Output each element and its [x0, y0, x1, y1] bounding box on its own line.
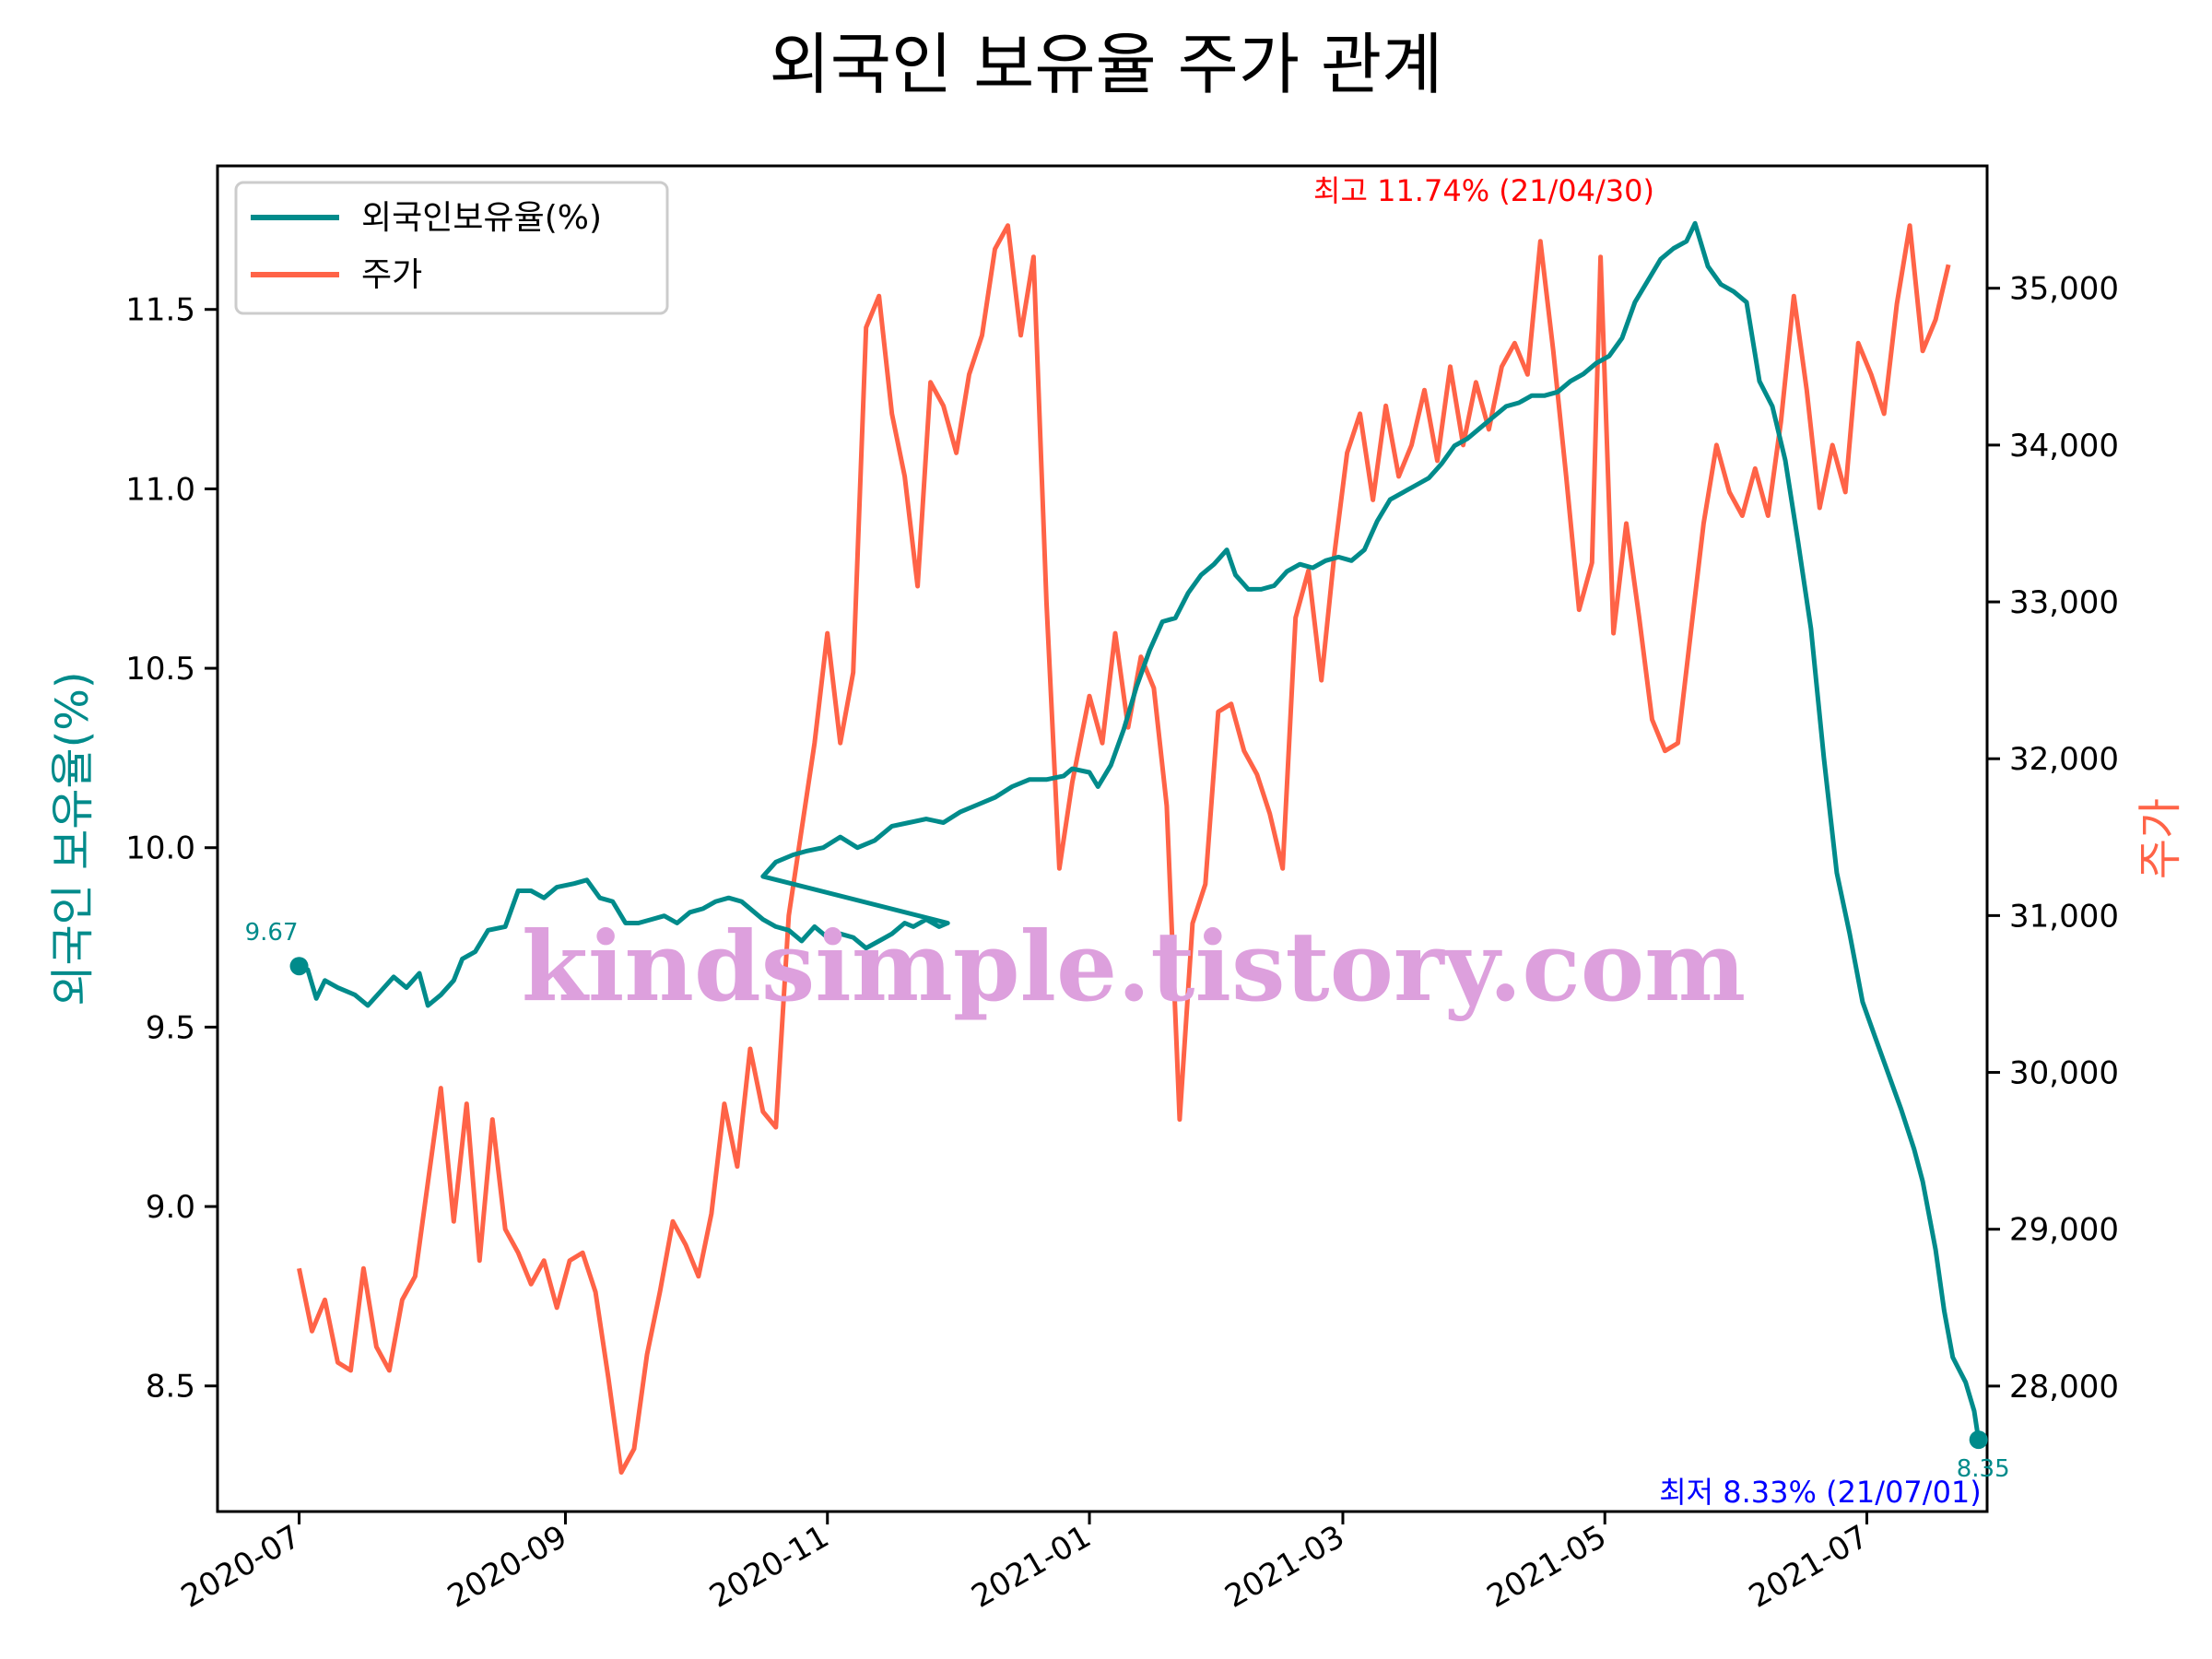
y-left-tick-label: 9.0 — [146, 1189, 195, 1226]
y-left-tick-label: 10.0 — [125, 830, 195, 867]
x-tick-label: 2021-07 — [1743, 1518, 1875, 1616]
series-line-price — [297, 223, 1951, 1475]
start-point-marker — [289, 957, 309, 976]
y-left-tick-label: 9.5 — [146, 1009, 195, 1046]
chart-title: 외국인 보유율 주가 관계 — [769, 26, 1442, 103]
x-tick-label: 2020-09 — [441, 1518, 573, 1616]
x-tick-label: 2021-03 — [1218, 1518, 1350, 1616]
y-right-tick-label: 33,000 — [2009, 584, 2119, 621]
min-annotation: 최저 8.33% (21/07/01) — [1659, 1475, 1982, 1510]
y-left-tick-label: 10.5 — [125, 651, 195, 688]
y-axis-right: 28,000 29,000 30,000 31,000 32,000 33,000 34,0… — [1987, 271, 2119, 1406]
series-layer — [297, 220, 1982, 1475]
start-value-label: 9.67 — [245, 919, 299, 947]
annotations: 9.67 8.35 최고 11.74% (21/04/30) 최저 8.33% … — [245, 173, 2010, 1510]
y-right-tick-label: 32,000 — [2009, 741, 2119, 778]
y-left-tick-label: 8.5 — [146, 1369, 195, 1406]
x-tick-label: 2020-11 — [703, 1518, 835, 1616]
y-left-tick-label: 11.0 — [125, 471, 195, 508]
y-right-tick-label: 28,000 — [2009, 1369, 2119, 1406]
y-right-tick-label: 34,000 — [2009, 428, 2119, 465]
end-value-label: 8.35 — [1957, 1455, 2010, 1483]
plot-frame — [216, 164, 1989, 1513]
watermark-text: kindsimple.tistory.com — [522, 910, 1746, 1023]
y-axis-left-label: 외국인 보유율(%) — [47, 671, 99, 1006]
y-right-tick-label: 29,000 — [2009, 1212, 2119, 1249]
series-line-ratio — [298, 220, 1982, 1441]
end-point-marker — [1969, 1430, 1988, 1450]
y-right-tick-label: 31,000 — [2009, 898, 2119, 935]
legend-label-price: 주가 — [361, 256, 422, 294]
y-right-tick-label: 30,000 — [2009, 1055, 2119, 1092]
y-axis-left: 8.5 9.0 9.5 10.0 10.5 11.0 11.5 — [125, 292, 218, 1406]
y-right-tick-label: 35,000 — [2009, 271, 2119, 308]
legend-label-ratio: 외국인보유율(%) — [361, 199, 602, 237]
x-axis: 2020-07 2020-09 2020-11 2021-01 2021-03 2021-… — [175, 1512, 1875, 1616]
x-tick-label: 2021-05 — [1481, 1518, 1613, 1616]
max-annotation: 최고 11.74% (21/04/30) — [1313, 173, 1654, 208]
legend-box — [234, 181, 669, 315]
y-left-tick-label: 11.5 — [125, 292, 195, 329]
y-axis-right-label: 주가 — [2135, 798, 2186, 879]
x-tick-label: 2020-07 — [175, 1518, 307, 1616]
legend: 외국인보유율(%) 주가 — [234, 181, 669, 315]
x-tick-label: 2021-01 — [965, 1518, 1097, 1616]
